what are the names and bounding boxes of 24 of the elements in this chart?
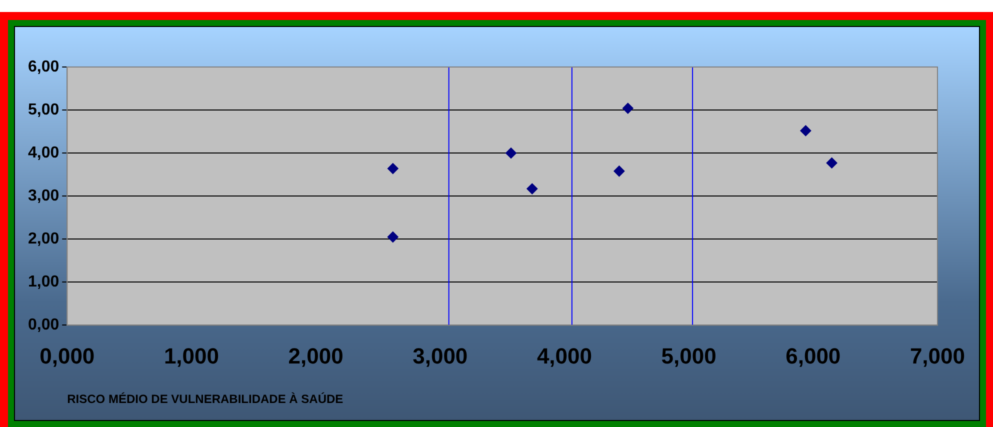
x-tick-label: 5,000 bbox=[661, 343, 716, 368]
x-tick-label: 4,000 bbox=[536, 343, 592, 368]
x-tick-label: 0,000 bbox=[40, 343, 95, 368]
point bbox=[526, 183, 538, 194]
y-tick-label: 1,00 bbox=[28, 274, 60, 291]
x-tick-label: 2,000 bbox=[288, 343, 344, 368]
x-tick-label: 6,000 bbox=[786, 343, 841, 368]
x-tick-label: 1,000 bbox=[164, 343, 220, 368]
point bbox=[622, 102, 634, 114]
point bbox=[800, 125, 812, 136]
y-tick-label: 4,00 bbox=[28, 144, 60, 162]
y-tick-label: 2,00 bbox=[28, 230, 60, 248]
x-axis-title: RISCO MÉDIO DE VULNERABILIDADE À SAÚDE bbox=[67, 392, 344, 406]
point bbox=[387, 163, 398, 174]
point bbox=[506, 148, 517, 159]
x-tick-label: 7,000 bbox=[910, 343, 966, 368]
y-tick-label: 0,00 bbox=[28, 316, 60, 334]
point bbox=[387, 231, 398, 242]
x-tick-label: 3,000 bbox=[412, 343, 468, 368]
y-tick-label: 6,00 bbox=[28, 58, 60, 76]
point bbox=[826, 157, 838, 168]
point bbox=[614, 166, 625, 177]
y-tick-label: 3,00 bbox=[28, 188, 60, 205]
y-tick-label: 5,00 bbox=[28, 101, 60, 118]
